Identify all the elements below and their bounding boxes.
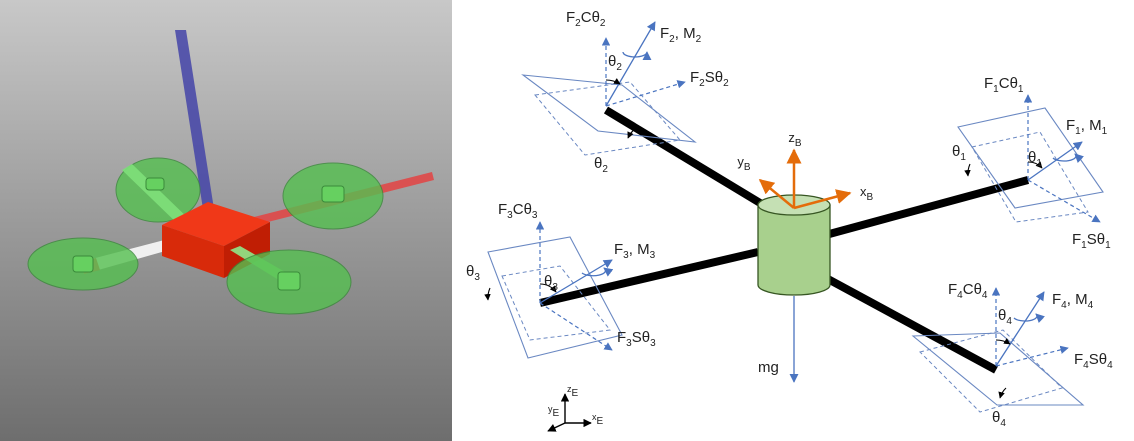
rotor3-horizontal-arrow — [539, 302, 613, 351]
render-motor-front-left — [72, 255, 94, 273]
rotor4-tilt-arc — [998, 387, 1007, 399]
rotor3-plane-tilted — [487, 236, 623, 359]
rotor2-thrust-label: F2, M2 — [660, 25, 702, 45]
weight-label: mg — [758, 359, 779, 376]
rotor3-vertical-label: F3Cθ3 — [498, 201, 538, 221]
rotor4-horizontal-arrow — [995, 345, 1069, 367]
body-y-label: yB — [737, 154, 751, 173]
body-frame-axes — [758, 148, 852, 210]
arm-rotor4 — [813, 268, 998, 374]
rotor2-group — [521, 21, 697, 156]
rotor3-angle-label-a: θ3 — [466, 263, 480, 283]
rotor3-thrust-label: F3, M3 — [614, 241, 656, 261]
rotor3-moment-icon — [581, 267, 614, 277]
rotor4-moment-icon — [1013, 313, 1046, 323]
rotor1-thrust-label: F1, M1 — [1066, 117, 1108, 137]
rotor4-thrust-label: F4, M4 — [1052, 291, 1094, 311]
rotor4-angle-arc — [995, 338, 1011, 345]
render-motor-back-left — [145, 177, 165, 191]
rotor2-angle-label-a: θ2 — [608, 53, 622, 73]
rotor1-vertical-label: F1Cθ1 — [984, 75, 1024, 95]
rotor1-thrust-arrow — [1027, 141, 1083, 181]
force-diagram: zB yB xB mg F2Cθ2 F2, M2 F2Sθ2 θ2 θ2 — [452, 0, 1134, 441]
rotor4-plane-tilted — [911, 332, 1085, 406]
rotor1-moment-icon — [1052, 153, 1085, 163]
rotor2-horizontal-label: F2Sθ2 — [690, 69, 729, 89]
rotor2-plane-level — [534, 81, 681, 156]
rotor1-plane-tilted — [957, 107, 1104, 209]
arm-rotor3 — [539, 248, 759, 307]
render-body-left — [162, 225, 224, 278]
rotor3-plane-level — [501, 265, 611, 341]
rotor4-angle-label-b: θ4 — [992, 409, 1006, 429]
earth-x-label: xE — [592, 412, 604, 427]
rotor4-angle-label-a: θ4 — [998, 307, 1012, 327]
rotor3-thrust-arrow — [539, 259, 613, 304]
body-z-label: zB — [788, 130, 802, 149]
arm-rotor2 — [603, 106, 778, 216]
rotor3-group — [484, 221, 623, 359]
render-body-right — [224, 222, 270, 278]
rotor3-angle-arc — [539, 283, 557, 293]
rotor4-horizontal-label: F4Sθ4 — [1074, 351, 1113, 371]
rotor2-moment-icon — [622, 51, 652, 61]
render-motor-back-right — [321, 185, 345, 203]
rotor1-plane-level — [971, 131, 1089, 223]
rotor4-group — [911, 287, 1085, 413]
central-body — [757, 194, 831, 296]
earth-y-label: yE — [548, 404, 560, 419]
arm-rotor1 — [820, 176, 1030, 240]
rotor2-tilt-arc — [627, 127, 637, 139]
rotor2-angle-label-b: θ2 — [594, 155, 608, 175]
rotor1-angle-label-b: θ1 — [1028, 149, 1042, 169]
rotor3-tilt-arc — [484, 287, 491, 301]
earth-frame-axes — [547, 393, 592, 432]
quadrotor-3d-render — [0, 0, 452, 441]
render-z-axis — [175, 30, 216, 222]
render-arm-back-left — [122, 164, 192, 228]
render-body-top — [162, 202, 270, 246]
rotor4-plane-level — [919, 329, 1063, 413]
render-motor-front-right — [277, 271, 301, 291]
rotor2-vertical-label: F2Cθ2 — [566, 9, 606, 29]
rotor2-thrust-arrow — [605, 21, 656, 107]
rotor3-horizontal-label: F3Sθ3 — [617, 329, 656, 349]
rotor1-angle-label-a: θ1 — [952, 143, 966, 163]
rotor1-group — [957, 94, 1104, 223]
rotor1-angle-arc — [1027, 161, 1043, 169]
rotor3-angle-label-b: θ3 — [544, 273, 558, 293]
rotor2-plane-tilted — [521, 74, 697, 143]
rotor2-angle-arc — [605, 78, 621, 85]
earth-z-label: zE — [567, 384, 579, 399]
rotor4-vertical-label: F4Cθ4 — [948, 281, 988, 301]
rotor4-thrust-arrow — [995, 291, 1045, 367]
rotor1-horizontal-label: F1Sθ1 — [1072, 231, 1111, 251]
body-x-label: xB — [860, 184, 874, 203]
rotor1-tilt-arc — [964, 163, 971, 177]
